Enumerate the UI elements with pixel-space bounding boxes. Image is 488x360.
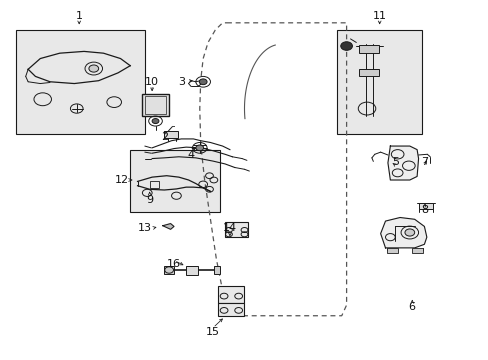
Bar [164, 131, 178, 138]
Text: 10: 10 [145, 77, 159, 87]
Bar [411, 248, 422, 253]
Text: 5: 5 [391, 157, 398, 167]
Bar [130, 150, 220, 212]
Bar [16, 30, 144, 134]
Text: 15: 15 [205, 327, 220, 337]
Circle shape [89, 65, 99, 72]
Text: 13: 13 [138, 223, 152, 233]
Text: 2: 2 [161, 132, 167, 142]
Circle shape [404, 229, 414, 236]
Bar [336, 30, 421, 134]
Bar [164, 266, 174, 274]
Bar [217, 303, 244, 316]
Text: 1: 1 [76, 11, 82, 21]
Bar [359, 45, 378, 53]
Bar [145, 96, 166, 113]
Circle shape [340, 42, 352, 50]
Text: 4: 4 [187, 150, 194, 160]
Bar [149, 181, 159, 188]
Circle shape [196, 145, 203, 151]
Text: 8: 8 [420, 205, 427, 215]
Circle shape [199, 79, 206, 85]
Bar [214, 266, 220, 274]
Text: 11: 11 [372, 11, 386, 21]
Text: 7: 7 [420, 157, 427, 167]
Text: 6: 6 [408, 302, 415, 312]
Bar [224, 222, 248, 237]
Bar [142, 94, 169, 116]
Polygon shape [163, 224, 174, 229]
Bar [386, 248, 397, 253]
Polygon shape [387, 146, 418, 180]
Bar [217, 286, 244, 303]
Text: 14: 14 [223, 223, 237, 233]
Text: 16: 16 [167, 259, 181, 269]
Bar [359, 68, 378, 76]
Bar [418, 203, 432, 208]
Bar [186, 266, 198, 275]
Circle shape [152, 118, 159, 123]
Text: 9: 9 [146, 195, 153, 204]
Text: 3: 3 [178, 77, 184, 87]
Polygon shape [380, 217, 426, 248]
Text: 12: 12 [115, 175, 129, 185]
